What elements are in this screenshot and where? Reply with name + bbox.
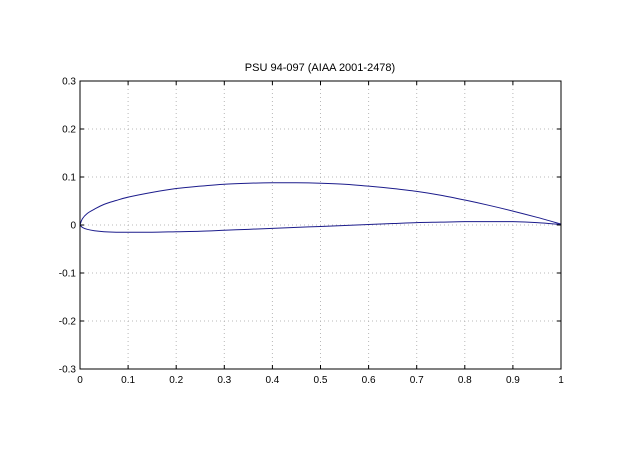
x-tick-label: 0.9 (506, 375, 520, 386)
x-tick-label: 0.2 (169, 375, 183, 386)
y-tick-label: 0.1 (62, 173, 76, 184)
x-tick-label: 0.5 (314, 375, 328, 386)
x-tick-label: 0.8 (458, 375, 472, 386)
x-tick-label: 0.3 (217, 375, 231, 386)
x-tick-label: 0.1 (121, 375, 135, 386)
chart-title: PSU 94-097 (AIAA 2001-2478) (245, 62, 395, 74)
series-line-1 (79, 182, 562, 226)
tick-marks (79, 80, 562, 370)
y-tick-label: -0.1 (59, 269, 77, 280)
y-tick-label: 0.3 (62, 77, 76, 88)
series-layer (79, 182, 562, 233)
grid-lines (80, 81, 561, 369)
y-tick-label: -0.2 (59, 317, 77, 328)
x-tick-label: 0 (77, 375, 83, 386)
y-tick-label: 0.2 (62, 125, 76, 136)
x-tick-label: 0.4 (265, 375, 279, 386)
tick-labels: 0 0.1 0.2 0.3 0.4 0.5 0.6 0.7 0.8 0.9 10.30.20.10-… (59, 77, 564, 387)
x-tick-label: 1 (558, 375, 564, 386)
y-tick-label: 0 (70, 221, 76, 232)
series-line-2 (79, 221, 562, 233)
x-tick-label: 0.6 (362, 375, 376, 386)
y-tick-label: -0.3 (59, 365, 77, 376)
x-tick-label: 0.7 (410, 375, 424, 386)
